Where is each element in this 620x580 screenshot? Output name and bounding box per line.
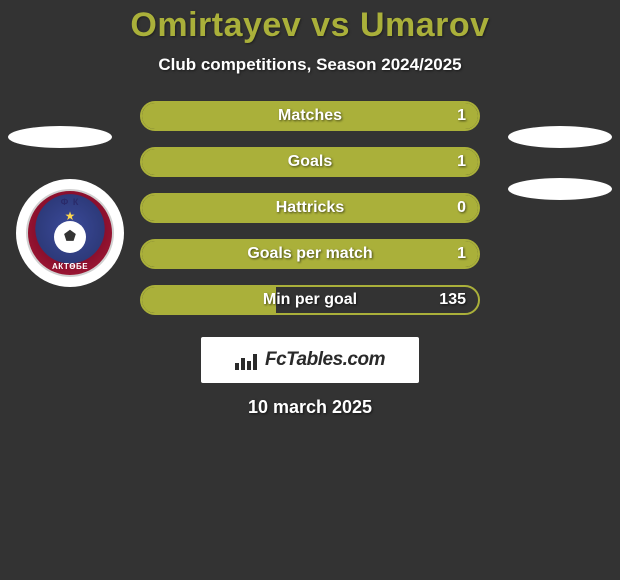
stat-row-goals: Goals 1	[140, 147, 480, 177]
stat-row-hattricks: Hattricks 0	[140, 193, 480, 223]
page-title: Omirtayev vs Umarov	[0, 6, 620, 45]
stat-fill	[142, 287, 276, 313]
stat-fill	[142, 149, 478, 175]
decoration-right-2	[508, 178, 612, 200]
club-logo-inner: Ф К ★ АКТӨБЕ	[26, 189, 114, 277]
brand-text: FcTables.com	[265, 349, 385, 371]
stat-fill	[142, 195, 478, 221]
stat-fill	[142, 241, 478, 267]
stat-row-min-per-goal: Min per goal 135	[140, 285, 480, 315]
stat-value: 135	[439, 291, 466, 309]
decoration-left-1	[8, 126, 112, 148]
ball-icon	[54, 221, 86, 253]
decoration-right-1	[508, 126, 612, 148]
club-logo: Ф К ★ АКТӨБЕ	[16, 179, 124, 287]
brand-badge[interactable]: FcTables.com	[201, 337, 419, 383]
main-container: Omirtayev vs Umarov Club competitions, S…	[0, 0, 620, 418]
stat-row-matches: Matches 1	[140, 101, 480, 131]
stat-row-goals-per-match: Goals per match 1	[140, 239, 480, 269]
club-logo-bottom-text: АКТӨБЕ	[28, 262, 112, 271]
bar-chart-icon	[235, 350, 259, 370]
date-text: 10 march 2025	[0, 397, 620, 418]
subtitle: Club competitions, Season 2024/2025	[0, 55, 620, 75]
club-logo-top-text: Ф К	[28, 197, 112, 207]
stat-fill	[142, 103, 478, 129]
